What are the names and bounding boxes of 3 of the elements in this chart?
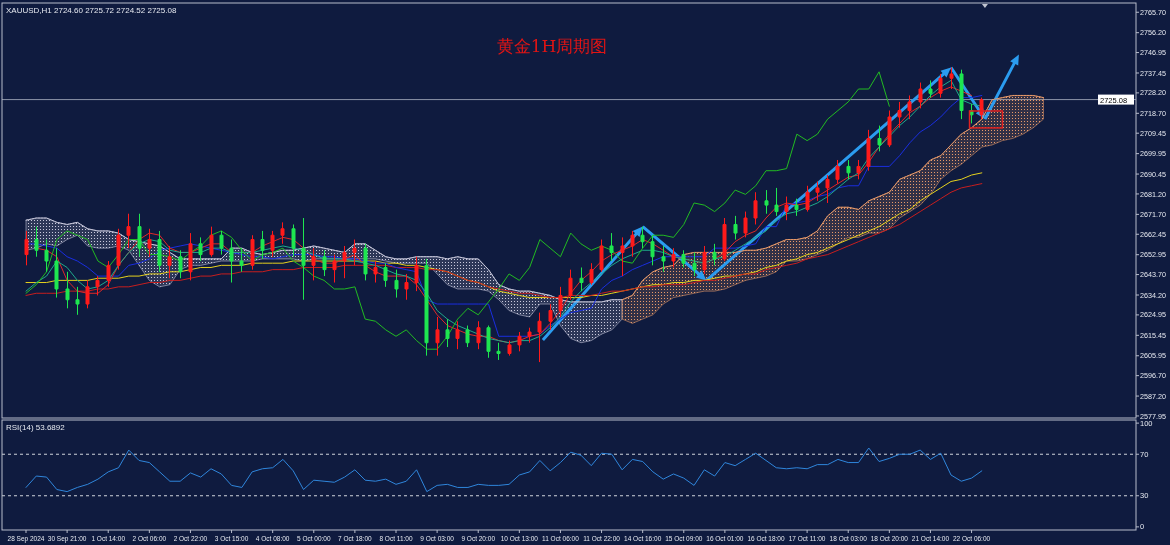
annotation: XAUUSD,H1 2724.60 2725.72 2724.52 2725.08 <box>6 6 177 15</box>
annotation: RSI(14) 53.6892 <box>6 423 66 432</box>
text: 黄金1H周期图 <box>496 36 608 56</box>
